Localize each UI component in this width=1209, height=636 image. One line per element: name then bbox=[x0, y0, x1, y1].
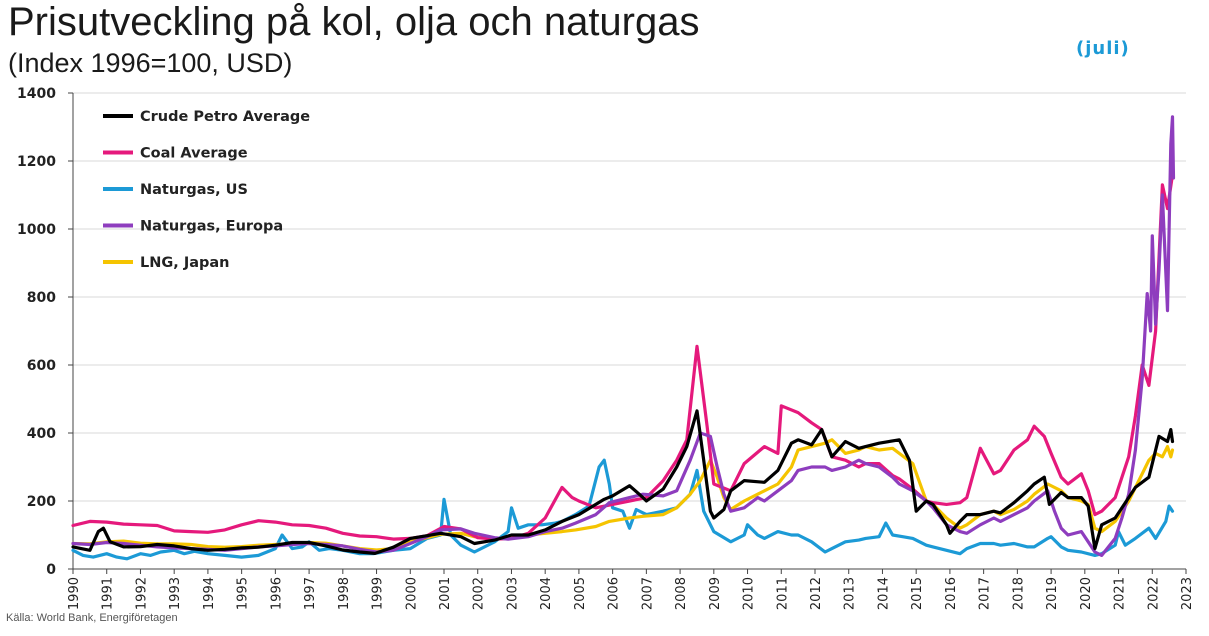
date-note: (juli) bbox=[1076, 38, 1130, 59]
y-tick-label: 400 bbox=[27, 426, 56, 442]
legend-label: Naturgas, Europa bbox=[140, 219, 283, 235]
x-tick-label: 1995 bbox=[236, 577, 251, 610]
source-note: Källa: World Bank, Energiföretagen bbox=[6, 612, 178, 624]
legend-label: LNG, Japan bbox=[140, 255, 230, 271]
x-tick-label: 2013 bbox=[843, 577, 858, 610]
x-tick-label: 2017 bbox=[978, 577, 993, 610]
x-tick-label: 1990 bbox=[67, 577, 82, 610]
chart-title: Prisutveckling på kol, olja och naturgas bbox=[8, 0, 700, 44]
x-tick-label: 2015 bbox=[910, 577, 925, 610]
y-tick-label: 600 bbox=[27, 358, 56, 374]
series-line-coal-average bbox=[71, 173, 1175, 541]
y-tick-label: 1200 bbox=[17, 154, 56, 170]
x-tick-label: 1998 bbox=[337, 577, 352, 610]
y-axis-ticks: 0 200 400 600 800 1000 1200 1400 bbox=[17, 86, 56, 578]
x-tick-label: 1991 bbox=[101, 577, 116, 610]
x-tick-label: 2009 bbox=[708, 577, 723, 610]
x-tick-label: 1993 bbox=[168, 577, 183, 610]
series-line-lng-japan bbox=[71, 438, 1175, 552]
x-tick-label: 2020 bbox=[1079, 577, 1094, 610]
series-line-naturgas-europa bbox=[71, 115, 1176, 557]
x-tick-label: 2002 bbox=[472, 577, 487, 610]
x-tick-label: 2021 bbox=[1113, 577, 1128, 610]
x-tick-label: 2012 bbox=[809, 577, 824, 610]
x-tick-label: 2022 bbox=[1146, 577, 1161, 610]
y-tick-label: 800 bbox=[27, 290, 56, 306]
legend-label: Naturgas, US bbox=[140, 182, 248, 198]
x-tick-label: 2018 bbox=[1011, 577, 1026, 610]
x-tick-label: 2011 bbox=[775, 577, 790, 610]
x-tick-label: 1996 bbox=[269, 577, 284, 610]
x-tick-label: 2003 bbox=[505, 577, 520, 610]
legend-label: Crude Petro Average bbox=[140, 109, 310, 125]
x-tick-label: 2006 bbox=[607, 577, 622, 610]
legend-label: Coal Average bbox=[140, 146, 248, 162]
x-tick-label: 2016 bbox=[944, 577, 959, 610]
x-tick-label: 2001 bbox=[438, 577, 453, 610]
x-axis-ticks: 1990 1991 1992 1993 1994 1995 1996 1997 1998 1999… bbox=[67, 577, 1195, 610]
y-tick-label: 1000 bbox=[17, 222, 56, 238]
x-tick-label: 2014 bbox=[876, 577, 891, 610]
axes bbox=[68, 92, 1187, 574]
chart-subtitle: (Index 1996=100, USD) bbox=[8, 48, 293, 78]
x-tick-label: 2010 bbox=[742, 577, 757, 610]
series-line-crude-petro-average bbox=[71, 409, 1175, 555]
x-tick-label: 1992 bbox=[134, 577, 149, 610]
x-tick-label: 2008 bbox=[674, 577, 689, 610]
series-line-naturgas-us bbox=[71, 458, 1175, 561]
grid-lines bbox=[73, 92, 1186, 502]
x-tick-label: 1999 bbox=[371, 577, 386, 610]
x-tick-label: 2007 bbox=[640, 577, 655, 610]
y-tick-label: 0 bbox=[46, 562, 56, 578]
x-tick-label: 2019 bbox=[1045, 577, 1060, 610]
x-tick-label: 2005 bbox=[573, 577, 588, 610]
x-tick-label: 1997 bbox=[303, 577, 318, 610]
x-tick-label: 2000 bbox=[404, 577, 419, 610]
y-tick-label: 1400 bbox=[17, 86, 56, 102]
legend: Crude Petro Average Coal Average Naturgas,… bbox=[103, 109, 310, 271]
x-tick-label: 2023 bbox=[1180, 577, 1195, 610]
series-lines bbox=[71, 115, 1176, 561]
x-tick-label: 1994 bbox=[202, 577, 217, 610]
x-tick-label: 2004 bbox=[539, 577, 554, 610]
y-tick-label: 200 bbox=[27, 494, 56, 510]
